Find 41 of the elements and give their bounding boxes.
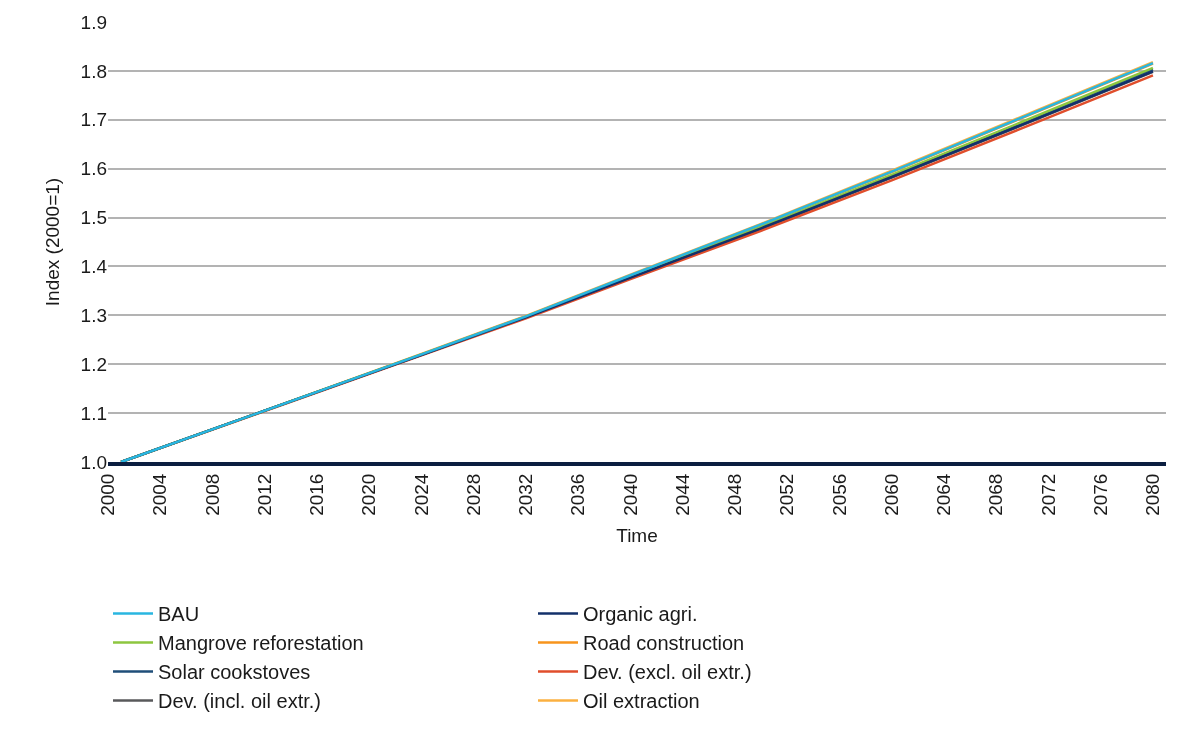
legend-label: Dev. (excl. oil extr.)	[583, 661, 752, 684]
legend-label: Organic agri.	[583, 603, 698, 626]
x-tick-label: 2012	[253, 473, 275, 516]
y-tick-label: 1.1	[80, 402, 107, 424]
x-tick-label: 2004	[149, 473, 171, 516]
x-tick-label: 2000	[97, 473, 119, 516]
x-tick-label: 2068	[985, 473, 1007, 516]
y-tick-label: 1.7	[80, 109, 107, 131]
legend-label: Solar cookstoves	[158, 661, 311, 684]
x-tick-label: 2048	[724, 473, 746, 516]
x-axis-title: Time	[616, 525, 658, 547]
y-tick-label: 1.0	[80, 451, 107, 473]
y-tick-label: 1.2	[80, 353, 107, 375]
y-tick-label: 1.9	[80, 11, 107, 33]
x-tick-label: 2040	[619, 473, 641, 516]
x-tick-label: 2080	[1142, 473, 1164, 516]
legend-label: Dev. (incl. oil extr.)	[158, 690, 321, 713]
x-tick-label: 2052	[776, 473, 798, 516]
y-tick-label: 1.6	[80, 158, 107, 180]
x-tick-label: 2008	[201, 473, 223, 516]
x-tick-label: 2056	[828, 473, 850, 516]
x-tick-label: 2064	[933, 473, 955, 516]
x-tick-label: 2032	[515, 473, 537, 516]
legend-label: Road construction	[583, 632, 745, 655]
legend-label: BAU	[158, 603, 200, 626]
x-tick-label: 2024	[410, 473, 432, 516]
y-tick-label: 1.3	[80, 304, 107, 326]
y-tick-label: 1.8	[80, 60, 107, 82]
legend-label: Mangrove reforestation	[158, 632, 364, 655]
x-tick-label: 2072	[1037, 473, 1059, 516]
x-tick-label: 2028	[462, 473, 484, 516]
x-tick-label: 2076	[1089, 473, 1111, 516]
x-tick-label: 2036	[567, 473, 589, 516]
x-tick-label: 2060	[880, 473, 902, 516]
x-tick-label: 2044	[671, 473, 693, 516]
x-tick-label: 2016	[306, 473, 328, 516]
y-axis-title: Index (2000=1)	[42, 177, 64, 307]
legend-label: Oil extraction	[583, 690, 700, 713]
y-tick-label: 1.4	[80, 256, 108, 278]
x-tick-label: 2020	[358, 473, 380, 516]
y-tick-label: 1.5	[80, 207, 107, 229]
